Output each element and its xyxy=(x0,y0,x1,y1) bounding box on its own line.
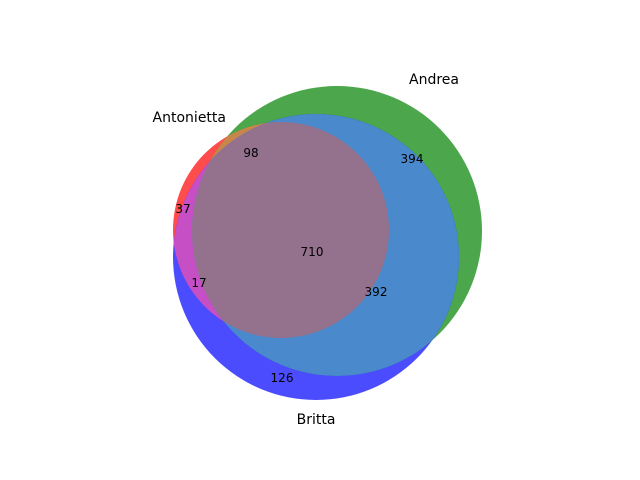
region-label-andrea-only: 394 xyxy=(401,152,424,166)
region-label-antonietta-britta: 17 xyxy=(191,276,206,290)
region-label-antonietta-only: 37 xyxy=(175,202,190,216)
set-label-antonietta: Antonietta xyxy=(153,110,226,126)
set-label-britta: Britta xyxy=(297,412,336,428)
region-label-britta-only: 126 xyxy=(271,371,294,385)
region-label-andrea-britta: 392 xyxy=(365,285,388,299)
set-label-andrea: Andrea xyxy=(409,72,459,88)
region-label-antonietta-andrea: 98 xyxy=(243,146,258,160)
region-label-all-three: 710 xyxy=(301,245,324,259)
